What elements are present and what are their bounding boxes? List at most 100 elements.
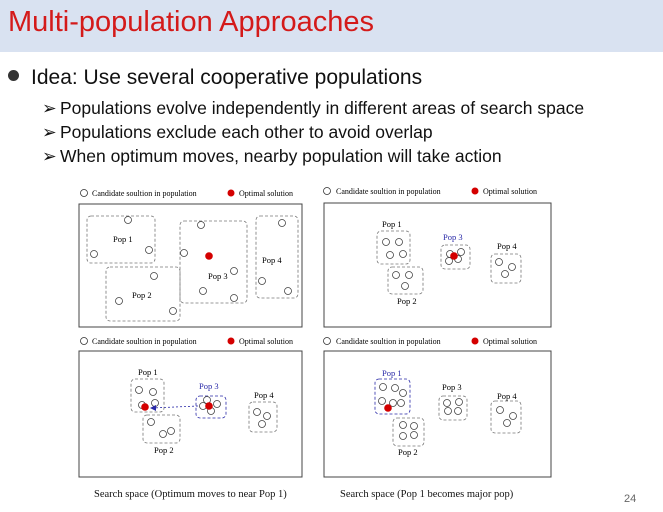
legend: Candidate soultion in population Optimal… [80,189,293,198]
search-space-frame [78,203,303,328]
pop-label: Pop 1 [138,367,158,377]
legend-candidate-label: Candidate soultion in population [336,187,441,196]
pop3-region [179,220,248,304]
candidate-solution-marker [159,430,167,438]
candidate-solution-marker [167,427,175,435]
optimal-solution-marker [141,403,149,411]
pop-label: Pop 1 [113,234,133,244]
candidate-solution-marker [410,431,418,439]
pop-label: Pop 2 [398,447,418,457]
candidate-solution-marker [397,399,405,407]
population-region [130,378,165,413]
pop-label: Pop 4 [254,390,274,400]
candidate-solution-marker [284,287,292,295]
sub-bullet-1-text: Populations evolve independently in diff… [60,98,585,118]
candidate-solution-marker [389,399,397,407]
search-space-frame [323,202,552,328]
candidate-solution-marker [213,400,221,408]
pop-label: Pop 4 [497,391,517,401]
optimal-legend-icon [471,337,479,345]
candidate-solution-marker [253,408,261,416]
candidate-solution-marker [399,250,407,258]
search-space-frame [323,350,552,478]
optimal-solution-marker [384,404,392,412]
sub-bullet-3: ➢ When optimum moves, nearby population w… [42,146,502,167]
pop-label: Pop 1 [382,368,402,378]
candidate-solution-marker [90,250,98,258]
candidate-solution-marker [443,399,451,407]
candidate-solution-marker [197,221,205,229]
candidate-solution-marker [199,287,207,295]
pop-label: Pop 3 [442,382,462,392]
legend-optimal-label: Optimal solution [239,337,293,346]
candidate-solution-marker [379,383,387,391]
candidate-solution-marker [454,407,462,415]
candidate-solution-marker [278,219,286,227]
bullet-dot-icon [8,70,19,81]
sub-bullet-1: ➢ Populations evolve independently in dif… [42,98,584,119]
panel-major-pop: Candidate soultion in population Optimal… [323,337,552,478]
legend: Candidate soultion in population Optimal… [80,337,293,346]
candidate-solution-marker [392,271,400,279]
arrow-bullet-icon: ➢ [42,146,57,166]
pop1-region [86,215,156,264]
legend-candidate-label: Candidate soultion in population [92,337,197,346]
candidate-solution-marker [145,246,153,254]
candidate-solution-marker [509,412,517,420]
candidate-solution-marker [180,249,188,257]
pop-label: Pop 2 [154,445,174,455]
legend-candidate-label: Candidate soultion in population [336,337,441,346]
pop-label: Pop 3 [199,381,219,391]
population-region [387,266,424,295]
arrow-bullet-icon: ➢ [42,122,57,142]
candidate-legend-icon [323,187,331,195]
candidate-legend-icon [80,189,88,197]
pop-label: Pop 1 [382,219,402,229]
candidate-solution-marker [147,418,155,426]
sub-bullet-3-text: When optimum moves, nearby population wi… [60,146,502,166]
candidate-solution-marker [124,216,132,224]
candidate-solution-marker [151,399,159,407]
candidate-solution-marker [445,257,453,265]
population-region [392,417,425,447]
legend-optimal-label: Optimal solution [483,337,537,346]
sub-bullet-2-text: Populations exclude each other to avoid … [60,122,433,142]
candidate-solution-marker [503,419,511,427]
candidate-solution-marker [169,307,177,315]
panel-initial: Candidate soultion in population Optimal… [78,189,303,328]
candidate-solution-marker [263,412,271,420]
candidate-solution-marker [444,407,452,415]
arrow-head-icon [150,405,156,411]
optimal-solution-marker [205,252,213,260]
population-region [490,400,522,434]
candidate-solution-marker [395,238,403,246]
candidate-legend-icon [323,337,331,345]
optimal-solution-marker [450,252,458,260]
population-region [490,253,522,284]
candidate-solution-marker [382,238,390,246]
pop-label: Pop 3 [443,232,463,242]
previous-optimal-marker [205,402,213,410]
optimal-legend-icon [227,337,235,345]
pop-label: Pop 4 [497,241,517,251]
candidate-solution-marker [258,277,266,285]
candidate-solution-marker [391,384,399,392]
candidate-solution-marker [496,406,504,414]
population-region [438,395,468,421]
legend: Candidate soultion in population Optimal… [323,337,537,346]
pop-label: Pop 4 [262,255,282,265]
population-region [195,395,227,419]
candidate-solution-marker [399,389,407,397]
optimal-legend-icon [227,189,235,197]
population-region [248,401,278,433]
candidate-solution-marker [495,258,503,266]
caption-right: Search space (Pop 1 becomes major pop) [340,489,514,500]
panel-converged: Candidate soultion in population Optimal… [323,187,552,328]
legend-candidate-label: Candidate soultion in population [92,189,197,198]
title-bar [0,0,663,52]
candidate-solution-marker [401,282,409,290]
candidate-solution-marker [399,432,407,440]
candidate-solution-marker [410,422,418,430]
legend: Candidate soultion in population Optimal… [323,187,537,196]
sub-bullet-2: ➢ Populations exclude each other to avoid… [42,122,433,143]
